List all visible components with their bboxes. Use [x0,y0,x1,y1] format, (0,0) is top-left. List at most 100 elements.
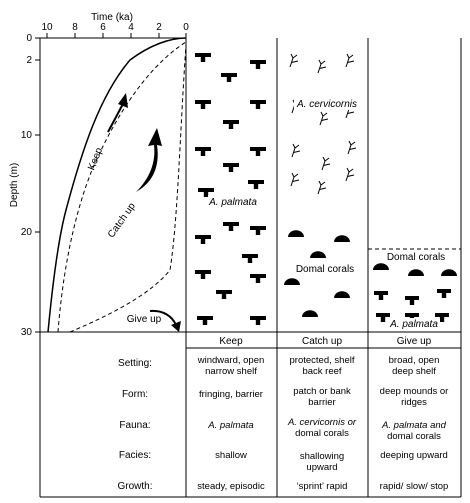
domal-coral-symbol [334,291,350,298]
acropora-palmata-symbol [195,270,211,279]
depth-axis-title: Depth (m) [9,163,20,207]
time-tick-10: 10 [41,22,53,33]
keep-facies: shallow [215,450,247,461]
acropora-palmata-symbol [198,188,214,197]
acropora-palmata-symbol [221,73,237,82]
giveup-fauna-line-2: domal corals [387,431,441,442]
acropora-palmata-symbol [374,291,388,300]
catchup-facies-line-2: upward [306,462,337,473]
give-up-curve [69,44,187,333]
giveup-acropora-palmata-symbols [374,289,451,322]
acropora-palmata-symbol [223,163,239,172]
catchup-form-line-2: barrier [308,397,335,408]
domal-coral-symbol [302,310,318,317]
acropora-cervicornis-symbols [289,53,357,195]
time-tick-8: 8 [72,22,78,33]
time-tick-6: 6 [100,22,106,33]
acropora-cervicornis-symbol [289,53,299,68]
depth-tick-2: 2 [26,55,32,66]
row-label-setting: Setting: [118,358,152,369]
giveup-setting-line-2: deep shelf [392,366,436,377]
depth-tick-20: 20 [21,227,33,238]
domal-coral-symbol [284,278,300,285]
giveup-setting-line-1: broad, open [389,355,440,366]
catchup-growth: ‘sprint’ rapid [297,481,348,492]
giveup-form-line-1: deep mounds or [380,386,449,397]
acropora-cervicornis-symbol [317,180,327,195]
keep-up-curve [47,37,187,333]
domal-coral-symbols [284,230,457,317]
time-tick-0: 0 [183,22,189,33]
catchup-setting-line-2: back reef [302,366,341,377]
domal-coral-symbol [288,230,304,237]
acropora-palmata-symbol [250,100,266,109]
acropora-cervicornis-symbol [345,167,355,182]
keep-column-header: Keep [219,336,243,347]
catchup-column-header: Catch up [302,336,342,347]
catchup-domal-label: Domal corals [296,264,354,275]
acropora-palmata-symbol [223,222,239,231]
catchup-fauna-line-2: domal corals [295,428,349,439]
acropora-palmata-symbol [248,180,264,189]
giveup-growth: rapid/ slow/ stop [380,481,449,492]
row-label-growth: Growth: [117,481,152,492]
giveup-form-line-2: ridges [401,397,427,408]
acropora-palmata-symbol [405,296,419,305]
acropora-palmata-symbol [405,313,419,322]
catch-up-label: Catch up [106,201,138,240]
acropora-cervicornis-symbol [290,172,300,187]
depth-tick-10: 10 [21,130,33,141]
catchup-fauna-line-1: A. cervicornis or [287,417,357,428]
acropora-palmata-symbol [250,226,266,235]
time-axis-title: Time (ka) [91,12,133,23]
row-label-fauna: Fauna: [119,420,150,431]
acropora-cervicornis-symbol [347,140,357,155]
row-label-facies: Facies: [119,450,151,461]
keep-form: fringing, barrier [199,389,263,400]
keep-fauna-label: A. palmata [208,197,257,208]
row-label-form: Form: [122,389,148,400]
time-tick-2: 2 [156,22,162,33]
acropora-palmata-symbol [195,147,211,156]
giveup-column-header: Give up [397,336,432,347]
catch-up-curve [57,41,187,333]
keep-acropora-palmata-symbols [195,53,266,325]
domal-coral-symbol [310,251,326,258]
acropora-cervicornis-symbol [291,143,301,158]
giveup-fauna-line-1: A. palmata and [381,420,447,431]
acropora-palmata-symbol [376,313,390,322]
domal-coral-symbol [408,269,424,276]
acropora-palmata-symbol [437,289,451,298]
domal-coral-symbol [334,235,350,242]
acropora-cervicornis-symbol [317,59,327,74]
keep-fauna: A. palmata [207,420,253,431]
acropora-palmata-symbol [195,235,211,244]
give-up-arrow [149,309,181,332]
acropora-palmata-symbol [250,316,266,325]
domal-coral-symbol [441,269,457,276]
depth-tick-0: 0 [26,33,32,44]
depth-tick-30: 30 [21,327,33,338]
acropora-palmata-symbol [197,316,213,325]
keep-setting-line-1: windward, open [197,355,265,366]
acropora-cervicornis-symbol [345,53,355,68]
catchup-facies-line-1: shallowing [300,451,344,462]
acropora-cervicornis-symbol [321,156,331,171]
catchup-form-line-1: patch or bank [293,386,351,397]
catchup-setting-line-1: protected, shelf [290,355,355,366]
acropora-palmata-symbol [435,313,449,322]
keep-setting-line-2: narrow shelf [205,366,257,377]
keep-growth: steady, episodic [197,481,265,492]
acropora-palmata-symbol [250,147,266,156]
catch-up-arrow [136,128,162,192]
giveup-palmata-label: A. palmata [389,319,438,330]
time-tick-4: 4 [128,22,134,33]
keep-up-label: Keep [86,146,105,172]
acropora-palmata-symbol [195,53,211,62]
acropora-palmata-symbol [250,274,266,283]
giveup-facies: deeping upward [380,450,448,461]
depth-axis-ticks [35,37,40,333]
acropora-cervicornis-symbol [319,111,329,126]
acropora-palmata-symbol [195,100,211,109]
